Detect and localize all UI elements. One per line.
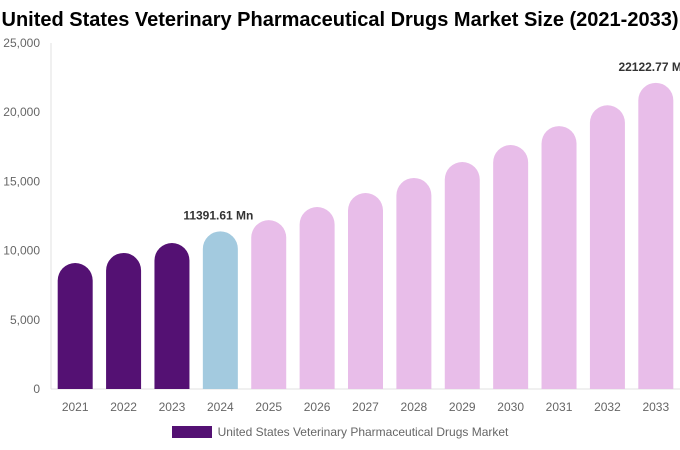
legend-swatch — [171, 426, 212, 438]
y-tick-label: 5,000 — [10, 313, 40, 327]
bar-2025 — [251, 220, 287, 389]
y-tick-label: 10,000 — [3, 244, 40, 258]
legend-label: United States Veterinary Pharmaceutical … — [217, 425, 509, 439]
bar-2027 — [348, 193, 383, 389]
x-tick-label: 2031 — [546, 400, 573, 414]
bar-2031 — [541, 126, 577, 390]
bar-2024 — [202, 231, 238, 389]
x-tick-label: 2022 — [110, 400, 137, 414]
x-tick-label: 2024 — [207, 400, 234, 414]
x-tick-label: 2030 — [497, 400, 524, 414]
x-tick-label: 2023 — [159, 400, 186, 414]
x-tick-label: 2028 — [401, 400, 428, 414]
x-tick-label: 2027 — [352, 400, 379, 414]
y-tick-label: 20,000 — [3, 105, 40, 119]
y-tick-label: 0 — [33, 382, 40, 396]
bar-2033 — [638, 82, 674, 389]
bar-2029 — [444, 162, 480, 389]
bar-2021 — [57, 263, 93, 389]
x-tick-label: 2026 — [304, 400, 331, 414]
bar-2023 — [154, 242, 190, 389]
bar-2030 — [493, 145, 529, 389]
x-tick-label: 2025 — [255, 400, 282, 414]
bar-2022 — [106, 252, 142, 389]
x-tick-label: 2033 — [642, 400, 669, 414]
legend: United States Veterinary Pharmaceutical … — [0, 425, 680, 439]
x-tick-label: 2032 — [594, 400, 621, 414]
bar-2028 — [396, 177, 432, 389]
bar-2032 — [589, 105, 625, 389]
bar-2026 — [299, 207, 335, 389]
y-tick-label: 25,000 — [3, 36, 40, 50]
data-label: 11391.61 Mn — [183, 208, 253, 222]
y-tick-label: 15,000 — [3, 174, 40, 188]
bar-chart: 0 5,000 10,000 15,000 20,000 25,000 2021 2022 20… — [3, 36, 680, 414]
x-tick-label: 2021 — [62, 400, 89, 414]
data-label: 22122.77 Mn — [618, 60, 680, 74]
x-tick-label: 2029 — [449, 400, 476, 414]
chart-title: United States Veterinary Pharmaceutical … — [1, 9, 679, 31]
